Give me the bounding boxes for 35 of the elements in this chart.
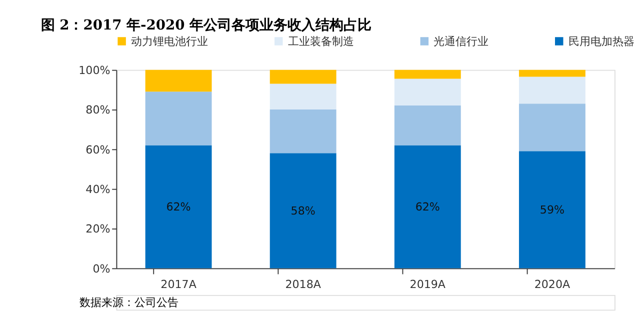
bar xyxy=(394,145,461,268)
source-note: 数据来源：公司公告 xyxy=(79,296,178,310)
legend-label: 民用电加热器 xyxy=(568,34,634,48)
bar xyxy=(270,70,336,84)
y-tick-label: 100% xyxy=(78,64,110,78)
x-tick-label: 2018A xyxy=(285,278,322,292)
data-label: 58% xyxy=(290,204,316,218)
x-tick-label: 2017A xyxy=(160,278,197,292)
data-label: 62% xyxy=(415,200,440,214)
y-tick-label: 60% xyxy=(86,143,110,156)
bar xyxy=(270,84,336,110)
bar xyxy=(394,106,461,146)
bar xyxy=(145,145,212,268)
y-tick-label: 20% xyxy=(86,222,110,236)
legend-label: 动力锂电池行业 xyxy=(131,34,208,48)
bar xyxy=(518,104,586,152)
legend-label: 光通信行业 xyxy=(434,34,489,48)
bar xyxy=(518,76,586,104)
data-label: 62% xyxy=(166,200,191,214)
y-tick-label: 80% xyxy=(86,104,110,117)
data-label: 59% xyxy=(540,203,564,216)
bar xyxy=(394,78,461,106)
legend-label: 工业装备制造 xyxy=(288,34,354,48)
bar xyxy=(145,70,212,92)
y-tick-label: 40% xyxy=(86,183,110,196)
chart-title: 图 2：2017 年-2020 年公司各项业务收入结构占比 xyxy=(40,17,372,34)
y-tick-label: 0% xyxy=(92,262,110,276)
bar xyxy=(394,70,461,79)
bar xyxy=(518,70,586,77)
bar xyxy=(270,153,336,268)
bar xyxy=(145,92,212,146)
x-tick-label: 2019A xyxy=(410,278,446,292)
bar xyxy=(270,110,336,154)
x-tick-label: 2020A xyxy=(534,278,570,292)
bar xyxy=(518,151,586,268)
